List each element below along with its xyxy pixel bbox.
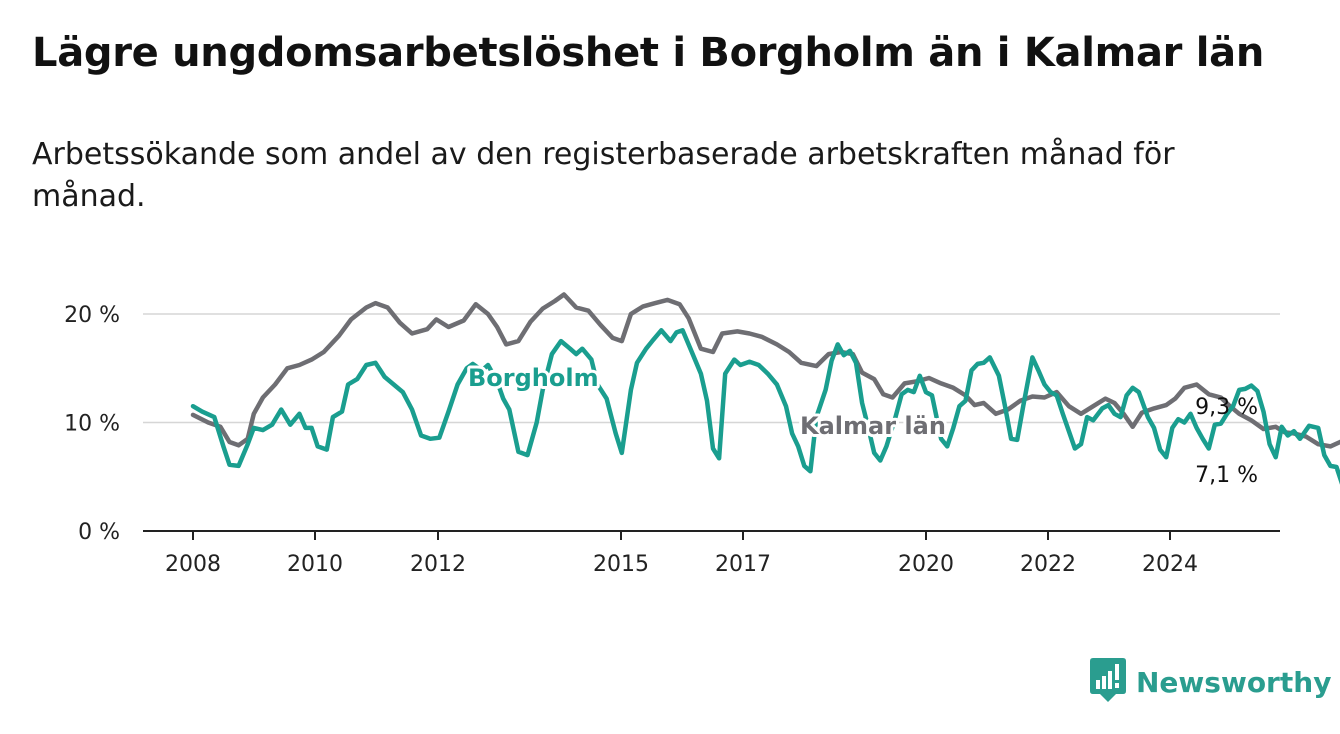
series-line-borgholm — [190, 328, 1340, 485]
bar-chart-logo-icon — [1090, 657, 1126, 707]
series-label-kalmar-lan: Kalmar län — [800, 412, 946, 440]
brand-name: Newsworthy — [1136, 665, 1332, 699]
series-line-kalmar-lan — [190, 292, 1340, 449]
brand-logo: Newsworthy — [1090, 657, 1332, 707]
end-label-borgholm: 7,1 % — [1195, 463, 1258, 488]
chart-title: Lägre ungdomsarbetslöshet i Borgholm än … — [32, 30, 1265, 76]
x-tick-label: 2022 — [1020, 552, 1076, 577]
x-tick-label: 2017 — [715, 552, 771, 577]
x-tick-label: 2020 — [898, 552, 954, 577]
end-label-kalmar-lan: 9,3 % — [1195, 395, 1258, 420]
y-tick-label: 0 % — [78, 520, 120, 545]
x-tick-label: 2008 — [165, 552, 221, 577]
y-tick-label: 20 % — [64, 303, 120, 328]
y-tick-label: 10 % — [64, 412, 120, 437]
x-tick-label: 2015 — [593, 552, 649, 577]
x-tick-label: 2024 — [1142, 552, 1198, 577]
x-tick-label: 2012 — [410, 552, 466, 577]
chart-subtitle: Arbetssökande som andel av den registerb… — [32, 137, 1175, 214]
series-label-borgholm: Borgholm — [468, 364, 599, 392]
x-tick-label: 2010 — [287, 552, 343, 577]
